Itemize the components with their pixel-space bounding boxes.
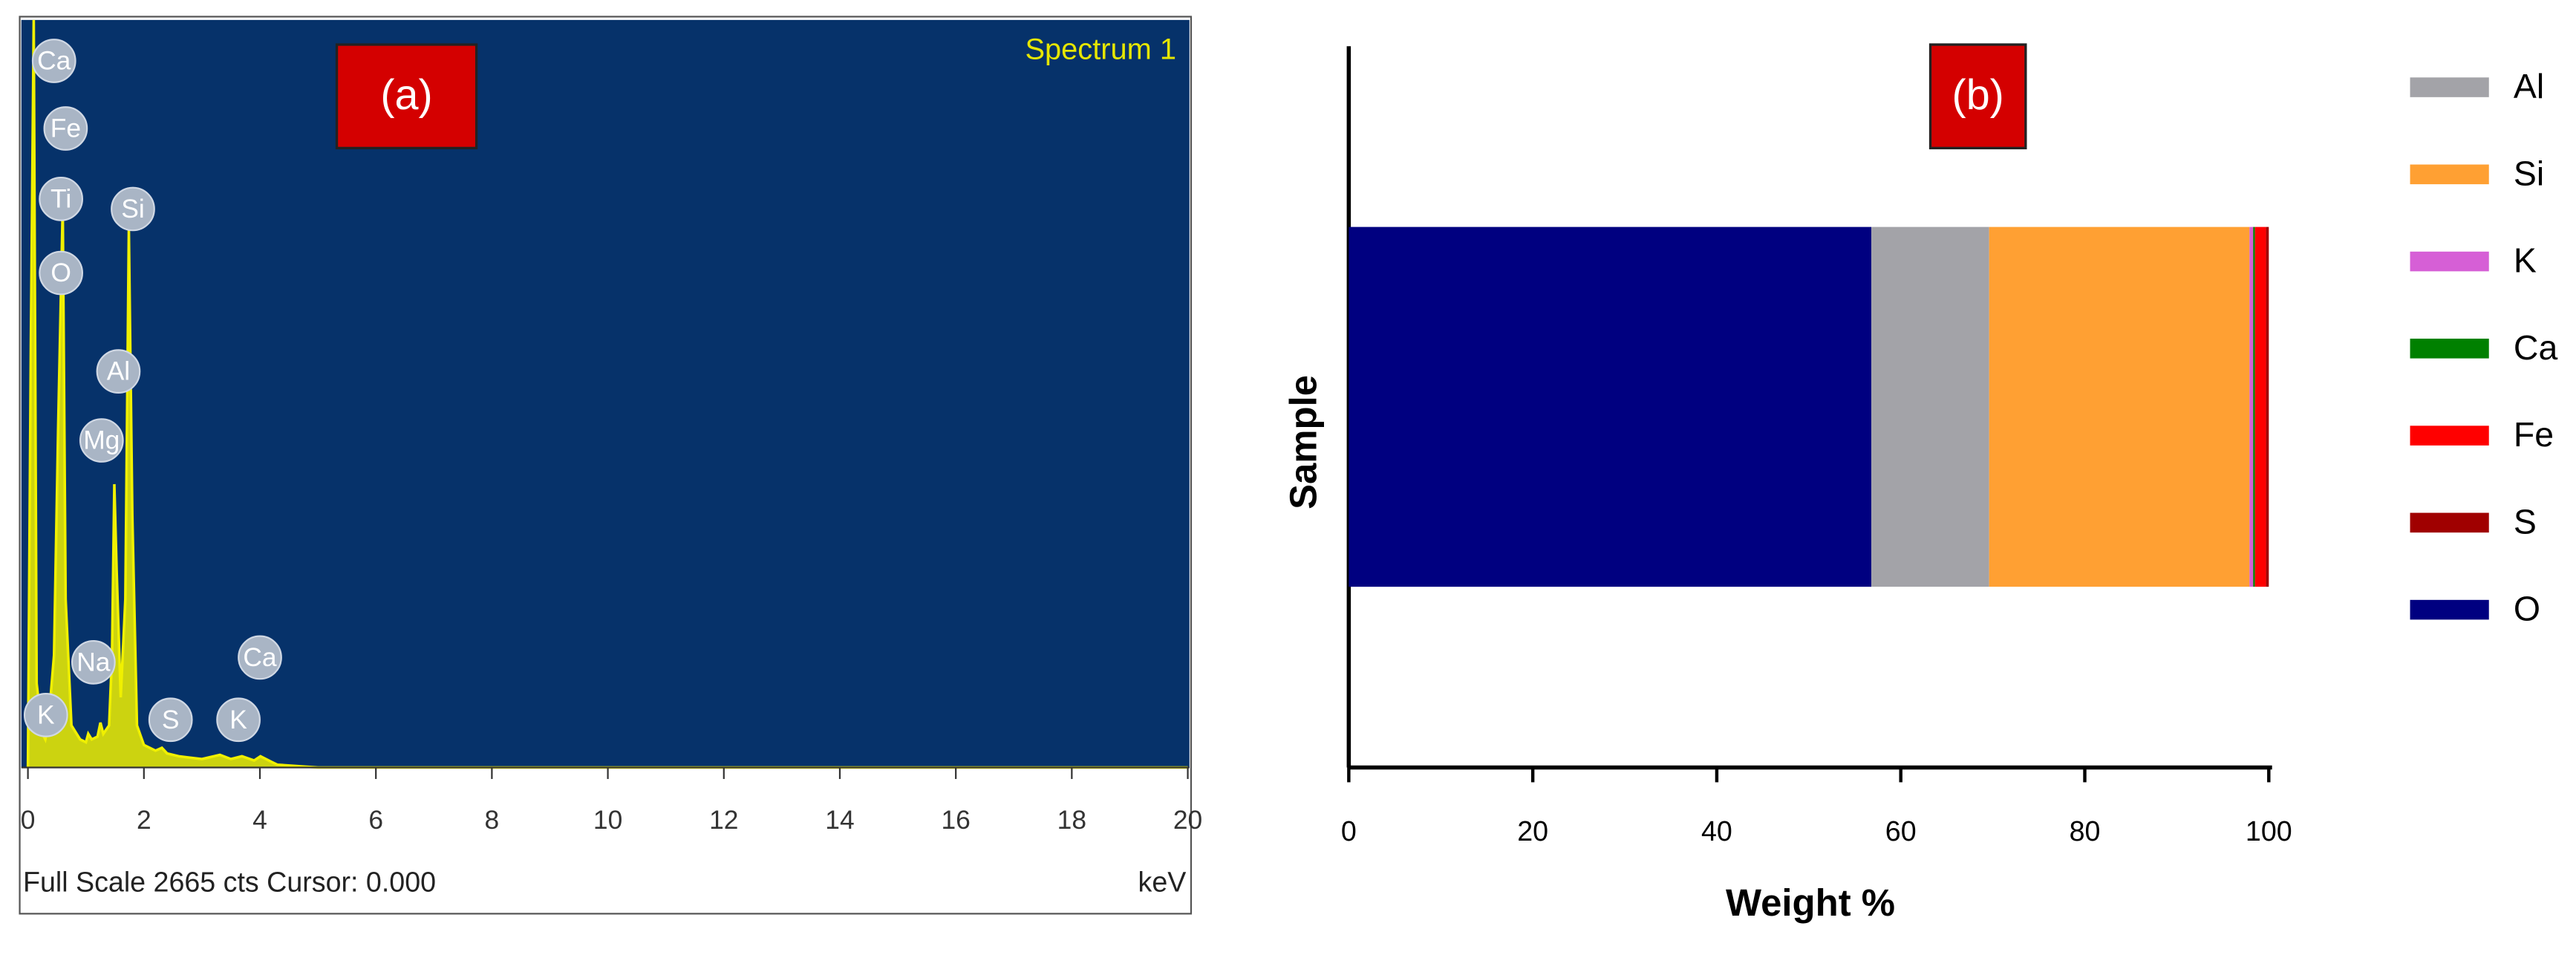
legend-swatch [2410,339,2489,359]
peak-label-bubble [23,692,68,737]
legend-label: O [2514,590,2540,628]
bar-segment [2254,226,2266,587]
legend-swatch [2410,512,2489,533]
x-tick-label: 80 [2070,815,2101,847]
peak-label-bubble [43,106,88,151]
x-axis-label: keV [1138,866,1187,897]
peak-label: O [50,258,71,287]
bar-segment [2253,226,2255,587]
legend-swatch [2410,599,2489,620]
peak-label: Fe [50,114,81,143]
legend-swatch [2410,251,2489,272]
peak-label: S [162,705,180,734]
peak-label-bubble [31,39,76,83]
x-tick-label: 10 [593,806,622,835]
peak-label: Al [107,357,130,386]
x-tick-label: 2 [137,806,151,835]
x-tick-label: 20 [1173,806,1202,835]
bar-segment [1871,226,1989,587]
bar-segment [1349,226,1872,587]
panel-label-box [335,43,478,150]
plot-background [21,19,1190,768]
legend-swatch [2410,426,2489,446]
legend-swatch [2410,77,2489,97]
x-axis-label: Weight % [1726,881,1895,924]
x-tick-label: 4 [252,806,267,835]
peak-label: Si [121,195,144,224]
peak-label-bubble [79,418,124,463]
panel-label: (b) [1952,71,2004,119]
x-tick-label: 0 [21,806,36,835]
legend-swatch [2410,164,2489,185]
x-tick-label: 100 [2246,815,2292,847]
legend-label: Fe [2514,415,2554,454]
x-tick-label: 8 [485,806,500,835]
peak-label: Ca [243,643,277,672]
x-tick-label: 0 [1341,815,1357,847]
legend-label: Si [2514,154,2544,192]
x-tick-label: 16 [941,806,970,835]
peak-label-bubble [238,635,282,680]
chart-title: Spectrum 1 [1025,33,1176,65]
peak-label: K [229,705,247,734]
peak-label-bubble [71,639,116,685]
bar-segment [1989,226,2250,587]
legend-label: S [2514,502,2537,541]
peak-label-bubble [216,697,261,743]
footer: Full Scale 2665 cts Cursor: 0.000 [23,866,436,897]
x-tick-label: 20 [1517,815,1548,847]
peak-label: Na [76,648,111,677]
peak-label: Ca [37,47,71,76]
legend-label: K [2514,241,2537,280]
legend-label: Ca [2514,328,2558,367]
x-tick-label: 14 [825,806,854,835]
x-tick-label: 6 [368,806,383,835]
panel-label: (a) [380,71,432,119]
x-tick-label: 40 [1701,815,1732,847]
x-tick-label: 60 [1885,815,1917,847]
peak-label: Mg [83,426,120,455]
peak-label-bubble [39,250,83,296]
peak-label: Ti [50,184,71,213]
bar-segment [2249,226,2254,587]
peak-label-bubble [39,176,83,221]
panel-label-box [1928,43,2027,150]
x-tick-label: 12 [709,806,738,835]
x-tick-label: 18 [1057,806,1086,835]
y-axis-label: Sample [1282,375,1324,509]
legend-label: Al [2514,67,2544,105]
bar-segment [2266,226,2269,587]
peak-label-bubble [148,697,193,743]
peak-label-bubble [96,349,141,394]
peak-label: K [37,700,55,729]
peak-label-bubble [111,186,155,232]
